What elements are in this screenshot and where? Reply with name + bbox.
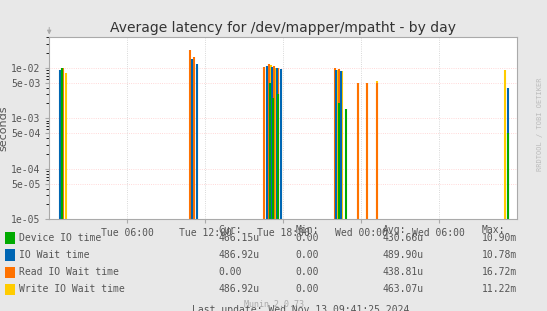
Text: 0.00: 0.00	[295, 267, 319, 277]
Text: Min:: Min:	[295, 225, 319, 235]
Text: 489.90u: 489.90u	[383, 250, 424, 260]
Text: RRDTOOL / TOBI OETIKER: RRDTOOL / TOBI OETIKER	[537, 78, 543, 171]
Text: Max:: Max:	[481, 225, 505, 235]
Text: 11.22m: 11.22m	[481, 284, 516, 294]
Text: 463.07u: 463.07u	[383, 284, 424, 294]
Text: 16.72m: 16.72m	[481, 267, 516, 277]
Text: 0.00: 0.00	[295, 250, 319, 260]
Text: 430.66u: 430.66u	[383, 233, 424, 243]
Text: 438.81u: 438.81u	[383, 267, 424, 277]
Text: Read IO Wait time: Read IO Wait time	[19, 267, 119, 277]
Text: Cur:: Cur:	[219, 225, 242, 235]
Text: Avg:: Avg:	[383, 225, 406, 235]
Text: IO Wait time: IO Wait time	[19, 250, 90, 260]
Text: Last update: Wed Nov 13 09:41:25 2024: Last update: Wed Nov 13 09:41:25 2024	[192, 305, 410, 311]
Text: 486.92u: 486.92u	[219, 250, 260, 260]
Text: 0.00: 0.00	[295, 284, 319, 294]
Text: 10.78m: 10.78m	[481, 250, 516, 260]
Text: 0.00: 0.00	[295, 233, 319, 243]
Text: 0.00: 0.00	[219, 267, 242, 277]
Title: Average latency for /dev/mapper/mpatht - by day: Average latency for /dev/mapper/mpatht -…	[110, 21, 456, 35]
Y-axis label: seconds: seconds	[0, 105, 8, 151]
Text: 10.90m: 10.90m	[481, 233, 516, 243]
Text: Munin 2.0.73: Munin 2.0.73	[243, 300, 304, 309]
Text: 466.15u: 466.15u	[219, 233, 260, 243]
Text: 486.92u: 486.92u	[219, 284, 260, 294]
Text: Device IO time: Device IO time	[19, 233, 101, 243]
Text: Write IO Wait time: Write IO Wait time	[19, 284, 125, 294]
